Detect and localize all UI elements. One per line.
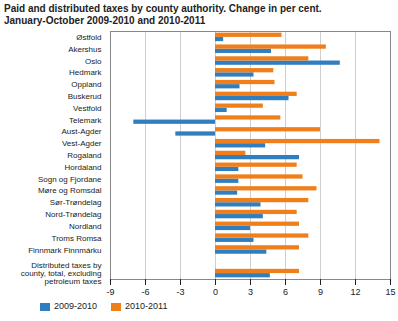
svg-text:0: 0	[213, 287, 218, 297]
svg-text:9: 9	[318, 287, 323, 297]
svg-text:Aust-Agder: Aust-Agder	[61, 127, 101, 136]
svg-text:6: 6	[283, 287, 288, 297]
svg-text:Sogn og Fjordane: Sogn og Fjordane	[38, 175, 102, 184]
svg-text:-6: -6	[141, 287, 149, 297]
svg-text:Hordaland: Hordaland	[65, 163, 102, 172]
svg-text:15: 15	[385, 287, 395, 297]
svg-text:Nordland: Nordland	[69, 222, 101, 231]
svg-text:Distributed taxes bycounty, to: Distributed taxes bycounty, total, exclu…	[21, 261, 102, 286]
html-text:January-October 2009-2010 and: January-October 2009-2010 and 2010-2011	[4, 15, 206, 26]
svg-text:Oppland: Oppland	[71, 80, 101, 89]
html-text:2010-2011: 2010-2011	[125, 301, 168, 311]
svg-text:-9: -9	[106, 287, 114, 297]
svg-text:Troms Romsa: Troms Romsa	[52, 234, 102, 243]
svg-text:Sør-Trøndelag: Sør-Trøndelag	[50, 198, 102, 207]
svg-text:Nord-Trøndelag: Nord-Trøndelag	[45, 210, 101, 219]
svg-text:Finnmark Finnmárku: Finnmark Finnmárku	[28, 246, 101, 255]
svg-text:Oslo: Oslo	[85, 57, 102, 66]
svg-text:Møre og Romsdal: Møre og Romsdal	[38, 186, 102, 195]
svg-text:Buskerud: Buskerud	[68, 92, 102, 101]
svg-text:Rogaland: Rogaland	[67, 151, 101, 160]
svg-text:-3: -3	[176, 287, 184, 297]
svg-text:Hedmark: Hedmark	[69, 68, 102, 77]
svg-text:12: 12	[350, 287, 360, 297]
svg-text:3: 3	[248, 287, 253, 297]
svg-text:Østfold: Østfold	[76, 33, 101, 42]
svg-text:Vest-Agder: Vest-Agder	[62, 139, 102, 148]
svg-text:Telemark: Telemark	[69, 116, 102, 125]
svg-text:Vestfold: Vestfold	[73, 104, 101, 113]
html-text:Paid and distributed taxes by: Paid and distributed taxes by county aut…	[4, 3, 322, 14]
html-text:2009-2010: 2009-2010	[54, 301, 97, 311]
svg-text:Akershus: Akershus	[68, 45, 101, 54]
